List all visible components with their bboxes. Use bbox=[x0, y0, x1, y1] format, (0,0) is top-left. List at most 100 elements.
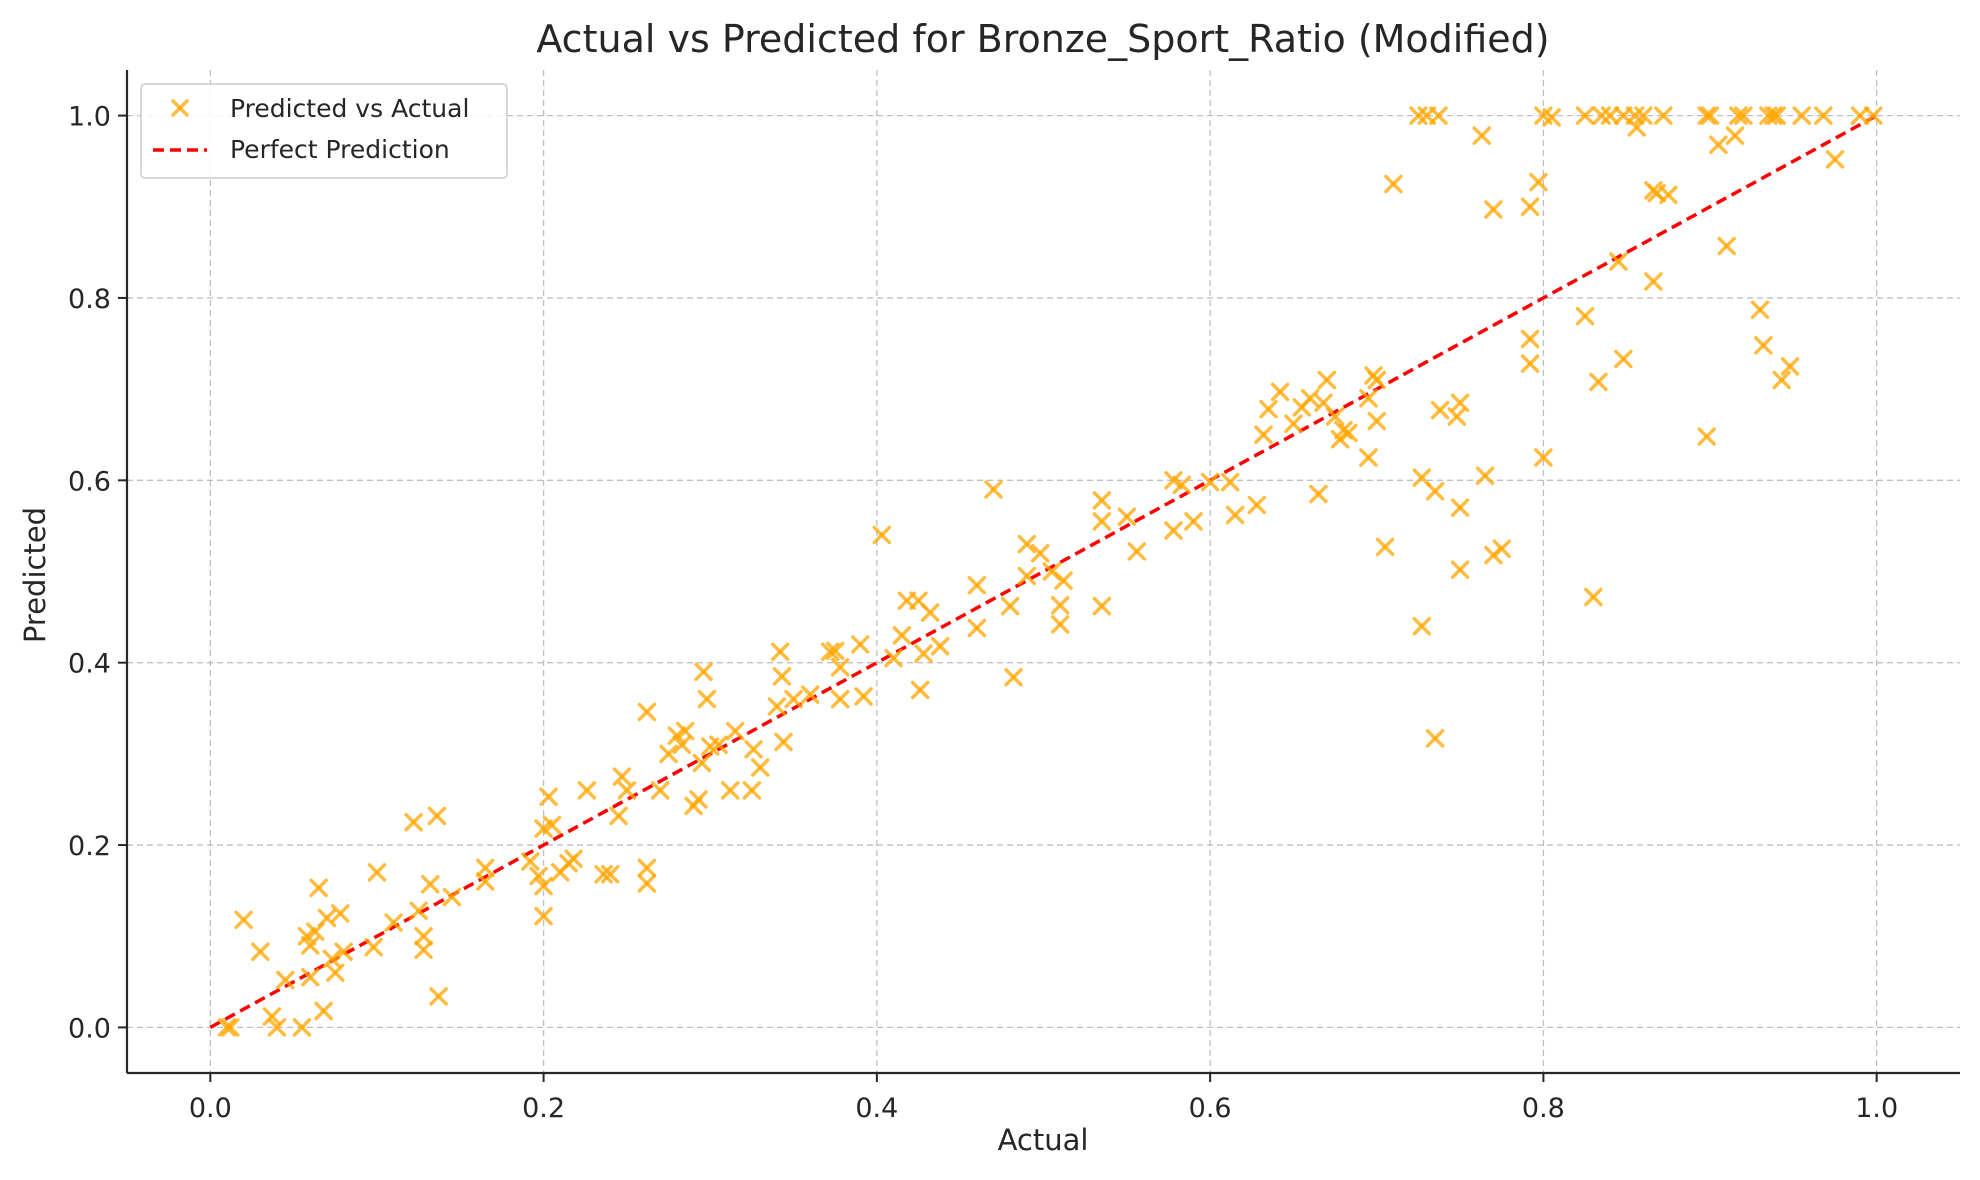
data-point-marker bbox=[1484, 200, 1503, 219]
data-point-marker bbox=[334, 942, 353, 961]
data-point-marker bbox=[1127, 542, 1147, 561]
data-point-marker bbox=[910, 680, 930, 700]
data-point-marker bbox=[539, 787, 558, 806]
data-point-marker bbox=[854, 687, 873, 706]
data-point-marker bbox=[521, 852, 540, 871]
data-point-marker bbox=[1700, 106, 1720, 125]
data-point-marker bbox=[1529, 172, 1548, 192]
data-point-marker bbox=[534, 876, 553, 896]
data-point-marker bbox=[1634, 106, 1653, 125]
data-point-marker bbox=[1575, 106, 1595, 125]
data-point-marker bbox=[1825, 150, 1845, 169]
data-point-marker bbox=[820, 642, 840, 661]
data-point-marker bbox=[1450, 560, 1470, 579]
data-point-marker bbox=[1659, 185, 1678, 205]
data-point-marker bbox=[1520, 354, 1540, 373]
data-point-marker bbox=[1225, 505, 1245, 525]
data-point-marker bbox=[1412, 616, 1432, 636]
x-tick-label: 0.4 bbox=[855, 1093, 898, 1124]
data-point-marker bbox=[1600, 106, 1620, 125]
data-point-marker bbox=[1475, 466, 1495, 486]
data-point-marker bbox=[221, 1018, 240, 1037]
data-point-marker bbox=[1725, 126, 1745, 145]
data-point-marker bbox=[429, 987, 448, 1006]
data-point-marker bbox=[1117, 507, 1137, 527]
data-point-marker bbox=[689, 790, 708, 809]
y-tick-label: 0.4 bbox=[68, 649, 111, 680]
data-point-marker bbox=[1384, 174, 1403, 194]
data-point-marker bbox=[1325, 407, 1345, 426]
data-point-marker bbox=[1729, 106, 1748, 125]
data-point-marker bbox=[1017, 534, 1037, 554]
data-point-marker bbox=[692, 753, 712, 773]
data-point-marker bbox=[830, 657, 850, 677]
data-point-marker bbox=[1367, 370, 1387, 390]
data-point-marker bbox=[1654, 106, 1673, 125]
data-point-marker bbox=[217, 1018, 237, 1037]
data-point-marker bbox=[709, 735, 728, 754]
legend-box bbox=[140, 83, 508, 179]
data-point-marker bbox=[317, 908, 337, 928]
x-axis-label: Actual bbox=[998, 1123, 1089, 1157]
data-point-marker bbox=[1520, 329, 1540, 349]
data-point-marker bbox=[1542, 108, 1561, 127]
data-point-marker bbox=[850, 635, 870, 654]
data-point-marker bbox=[967, 575, 987, 595]
x-tick-label: 0.8 bbox=[1522, 1093, 1565, 1124]
data-point-marker bbox=[1004, 668, 1023, 687]
data-point-marker bbox=[697, 689, 717, 709]
data-point-marker bbox=[331, 904, 350, 923]
data-point-marker bbox=[1472, 126, 1492, 145]
data-point-marker bbox=[1589, 372, 1608, 392]
chart-title: Actual vs Predicted for Bronze_Sport_Rat… bbox=[536, 17, 1549, 61]
data-point-marker bbox=[442, 887, 462, 907]
data-point-marker bbox=[309, 878, 328, 898]
legend-marker-x bbox=[171, 99, 189, 117]
x-axis-ticks: 0.0 0.2 0.4 0.6 0.8 1.0 bbox=[189, 1073, 1898, 1124]
data-point-marker bbox=[1425, 482, 1445, 501]
data-point-marker bbox=[667, 726, 687, 745]
legend: Predicted vs Actual Perfect Prediction bbox=[140, 83, 508, 179]
data-point-marker bbox=[784, 689, 803, 709]
data-point-marker bbox=[234, 910, 253, 930]
data-point-marker bbox=[1367, 411, 1387, 431]
data-point-marker bbox=[1450, 393, 1470, 413]
data-point-marker bbox=[292, 1018, 312, 1037]
data-point-marker bbox=[1092, 596, 1112, 616]
data-point-marker bbox=[1614, 349, 1633, 369]
data-point-marker bbox=[1164, 521, 1183, 540]
data-point-marker bbox=[1030, 544, 1050, 563]
data-point-marker bbox=[612, 767, 632, 786]
data-point-marker bbox=[637, 874, 657, 893]
data-point-marker bbox=[1050, 615, 1070, 634]
data-point-marker bbox=[1450, 498, 1470, 517]
data-point-marker bbox=[1172, 475, 1192, 495]
data-point-marker bbox=[1359, 389, 1378, 408]
data-point-marker bbox=[577, 781, 597, 800]
y-axis-ticks: 0.0 0.2 0.4 0.6 0.8 1.0 bbox=[68, 102, 127, 1044]
data-point-marker bbox=[421, 875, 440, 894]
data-point-marker bbox=[404, 813, 423, 832]
y-axis-label: Predicted bbox=[18, 507, 52, 643]
data-point-marker bbox=[1309, 484, 1328, 504]
data-point-marker bbox=[1734, 106, 1753, 125]
data-point-marker bbox=[251, 942, 270, 961]
data-point-marker bbox=[984, 480, 1003, 499]
data-point-marker bbox=[1627, 118, 1646, 137]
data-point-marker bbox=[534, 906, 553, 926]
data-point-marker bbox=[770, 642, 790, 661]
data-point-marker bbox=[476, 872, 495, 891]
data-point-marker bbox=[767, 697, 787, 716]
data-point-marker bbox=[675, 721, 695, 741]
data-point-marker bbox=[1254, 425, 1273, 444]
data-point-marker bbox=[267, 1018, 287, 1037]
data-point-marker bbox=[367, 863, 387, 882]
data-point-marker bbox=[1270, 382, 1290, 402]
data-point-marker bbox=[1780, 357, 1800, 376]
data-point-marker bbox=[1092, 512, 1112, 531]
x-tick-label: 0.2 bbox=[522, 1093, 565, 1124]
data-point-marker bbox=[529, 866, 548, 886]
perfect-prediction-series bbox=[209, 114, 1878, 1029]
data-point-marker bbox=[1317, 370, 1337, 390]
